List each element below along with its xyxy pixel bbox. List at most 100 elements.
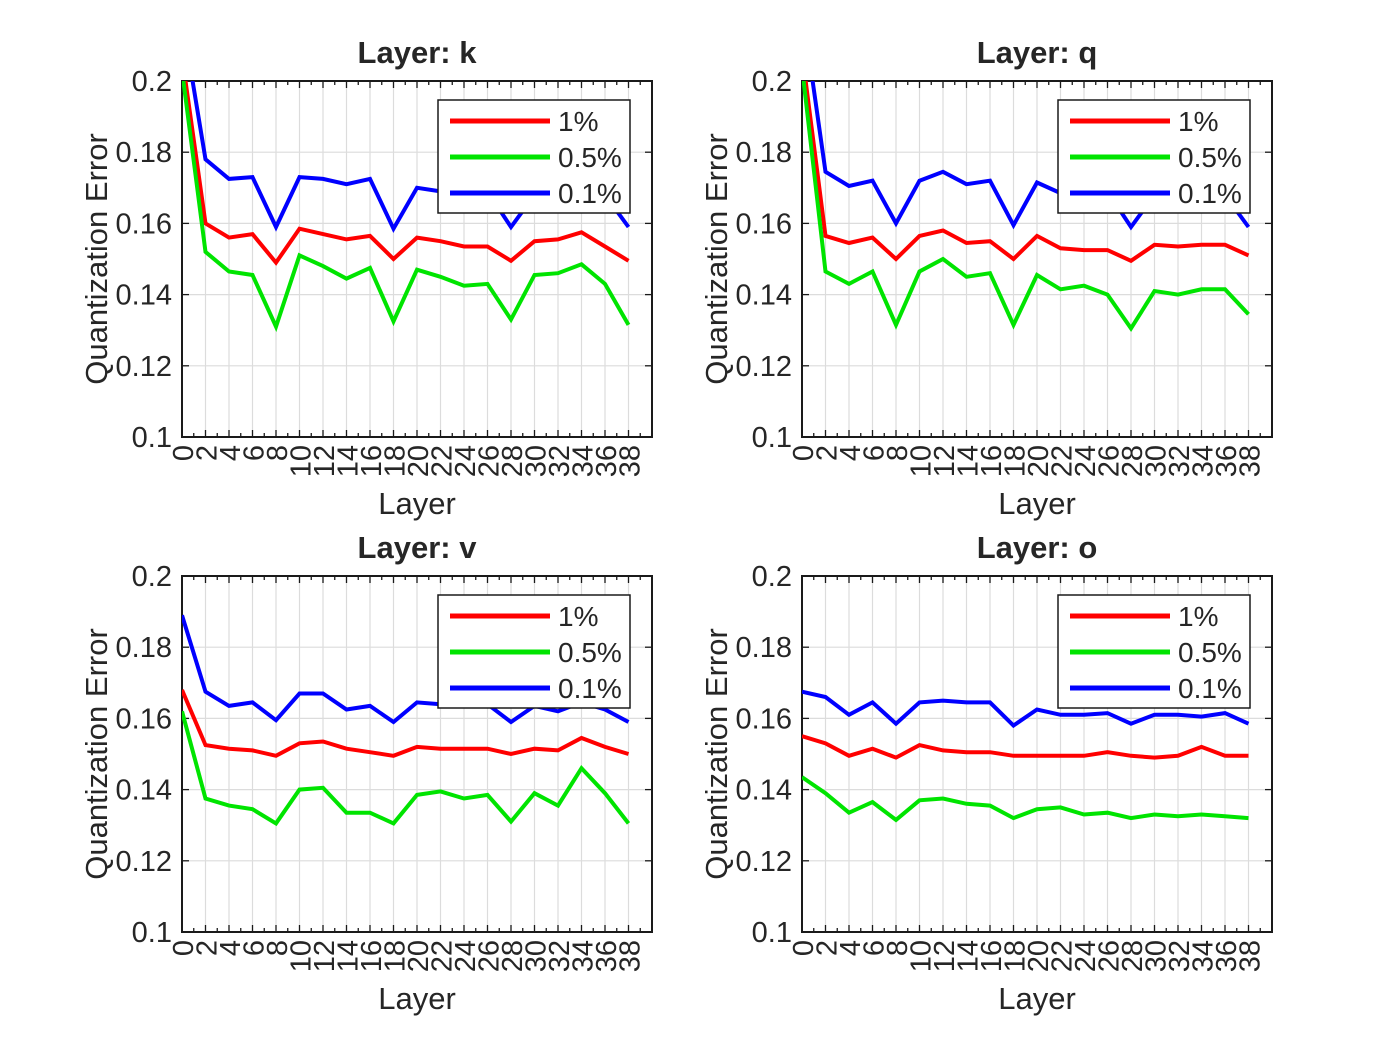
y-tick-label: 0.14 [736, 775, 792, 807]
subplot-k: 024681012141618202224262830323436380.10.… [79, 35, 653, 521]
y-tick-label: 0.2 [752, 66, 792, 98]
x-tick-label: 4 [215, 445, 247, 461]
x-tick-label: 34 [568, 445, 600, 477]
series-group [802, 689, 1250, 823]
y-tick-label: 0.16 [736, 703, 792, 735]
series-line-0.5% [182, 81, 631, 333]
x-tick-label: 16 [356, 445, 388, 477]
x-tick-label: 38 [1235, 445, 1267, 477]
legend-label-1%: 1% [558, 601, 598, 632]
y-tick-label: 0.12 [116, 351, 172, 383]
x-tick-label: 0 [788, 445, 820, 461]
x-tick-label: 10 [286, 940, 318, 972]
x-tick-label: 30 [521, 940, 553, 972]
x-tick-label: 24 [450, 940, 482, 972]
x-tick-label: 26 [474, 940, 506, 972]
y-tick-label: 0.16 [116, 703, 172, 735]
x-tick-label: 10 [906, 445, 938, 477]
y-tick-label: 0.1 [752, 422, 792, 454]
y-tick-label: 0.12 [116, 846, 172, 878]
x-tick-label: 22 [1047, 445, 1079, 477]
x-tick-label: 12 [929, 445, 961, 477]
subplot-v: 024681012141618202224262830323436380.10.… [79, 530, 653, 1016]
x-tick-label: 12 [309, 445, 341, 477]
axes-box [181, 80, 653, 438]
x-tick-label: 32 [544, 940, 576, 972]
legend-label-0.1%: 0.1% [558, 178, 622, 209]
series-line-0.5% [802, 81, 1250, 333]
x-axis-label: Layer [378, 486, 456, 521]
series-group [182, 614, 631, 827]
x-tick-label: 20 [403, 940, 435, 972]
x-tick-label: 36 [591, 445, 623, 477]
y-tick-label: 0.14 [116, 775, 172, 807]
x-tick-label: 36 [591, 940, 623, 972]
y-tick-label: 0.18 [736, 137, 792, 169]
x-tick-label: 28 [1117, 445, 1149, 477]
y-axis-label: Quantization Error [699, 133, 734, 385]
y-tick-label: 0.1 [752, 917, 792, 949]
y-tick-label: 0.1 [132, 917, 172, 949]
x-tick-label: 28 [1117, 940, 1149, 972]
y-tick-label: 0.2 [132, 561, 172, 593]
x-tick-label: 26 [474, 445, 506, 477]
x-tick-label: 34 [1188, 445, 1220, 477]
x-tick-label: 18 [1000, 445, 1032, 477]
x-tick-label: 18 [380, 445, 412, 477]
legend-label-0.5%: 0.5% [558, 142, 622, 173]
x-tick-label: 4 [835, 445, 867, 461]
x-tick-label: 6 [239, 940, 271, 956]
x-tick-label: 6 [239, 445, 271, 461]
x-tick-label: 2 [812, 445, 844, 461]
y-tick-label: 0.18 [736, 632, 792, 664]
x-tick-label: 16 [976, 940, 1008, 972]
legend-label-0.1%: 0.1% [1178, 673, 1242, 704]
x-tick-label: 38 [615, 445, 647, 477]
x-tick-label: 2 [192, 445, 224, 461]
y-axis-label: Quantization Error [79, 133, 114, 385]
x-tick-label: 38 [1235, 940, 1267, 972]
y-tick-label: 0.12 [736, 846, 792, 878]
x-tick-label: 16 [976, 445, 1008, 477]
x-tick-label: 26 [1094, 940, 1126, 972]
x-tick-label: 14 [953, 940, 985, 972]
axes-box [801, 80, 1273, 438]
x-tick-label: 30 [521, 445, 553, 477]
x-tick-label: 38 [615, 940, 647, 972]
legend-label-0.1%: 0.1% [1178, 178, 1242, 209]
series-line-0.1% [182, 614, 630, 725]
series-line-0.5% [182, 710, 631, 827]
x-tick-label: 30 [1141, 445, 1173, 477]
x-tick-label: 20 [1023, 940, 1055, 972]
x-tick-label: 20 [1023, 445, 1055, 477]
y-tick-label: 0.18 [116, 137, 172, 169]
series-line-1% [182, 689, 630, 758]
y-axis-label: Quantization Error [699, 628, 734, 880]
legend-label-0.5%: 0.5% [558, 637, 622, 668]
x-tick-label: 2 [812, 940, 844, 956]
x-tick-label: 36 [1211, 445, 1243, 477]
series-line-1% [183, 81, 630, 266]
x-tick-label: 8 [882, 940, 914, 956]
x-tick-label: 18 [1000, 940, 1032, 972]
x-tick-label: 22 [427, 445, 459, 477]
x-tick-label: 6 [859, 445, 891, 461]
x-tick-label: 14 [333, 445, 365, 477]
x-tick-label: 12 [309, 940, 341, 972]
legend-label-1%: 1% [1178, 106, 1218, 137]
x-tick-label: 4 [835, 940, 867, 956]
y-tick-label: 0.14 [736, 280, 792, 312]
x-tick-label: 12 [929, 940, 961, 972]
x-tick-label: 8 [262, 940, 294, 956]
series-line-1% [803, 81, 1250, 264]
x-tick-label: 34 [568, 940, 600, 972]
x-tick-label: 24 [450, 445, 482, 477]
x-tick-label: 10 [906, 940, 938, 972]
legend-label-1%: 1% [1178, 601, 1218, 632]
chart-title-k: Layer: k [358, 35, 478, 70]
legend-label-1%: 1% [558, 106, 598, 137]
x-tick-label: 22 [427, 940, 459, 972]
x-tick-label: 32 [1164, 940, 1196, 972]
